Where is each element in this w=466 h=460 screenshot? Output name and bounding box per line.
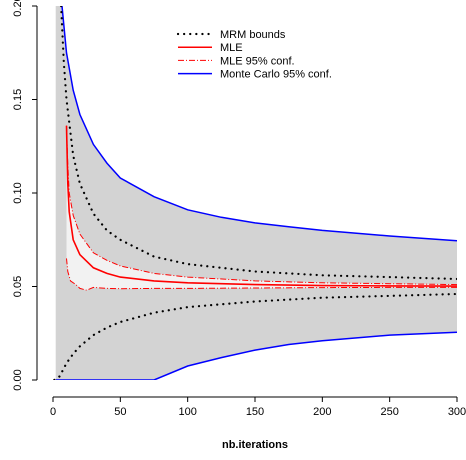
series-line-mc-lower: [55, 331, 457, 380]
x-tick-label: 150: [246, 406, 264, 418]
series-line-mc-upper: [61, 6, 457, 242]
legend-label: MRM bounds: [220, 29, 286, 41]
x-axis-title: nb.iterations: [222, 439, 288, 451]
series-line-mrm-upper: [60, 6, 457, 281]
x-tick-label: 300: [448, 406, 466, 418]
x-tick-label: 250: [380, 406, 398, 418]
x-tick-label: 0: [50, 406, 56, 418]
x-tick-label: 100: [178, 406, 196, 418]
y-tick-label: 0.15: [12, 89, 24, 110]
series-line-mle: [65, 125, 457, 287]
y-tick-label: 0.10: [12, 182, 24, 203]
mle-conf-band: [66, 125, 457, 291]
y-tick-label: 0.20: [12, 0, 24, 17]
y-tick-label: 0.00: [12, 369, 24, 390]
y-tick-label: 0.05: [12, 276, 24, 297]
axes: 0 50 100 150 200 250 300 0.00 0.05 0.10 0.15 0.20: [12, 0, 466, 418]
x-tick-label: 200: [313, 406, 331, 418]
x-tick-label: 50: [114, 406, 126, 418]
series-lines: [53, 6, 457, 380]
series-line-mle-upper: [66, 125, 457, 286]
legend-label: Monte Carlo 95% conf.: [220, 69, 332, 81]
legend-label: MLE 95% conf.: [220, 55, 295, 67]
series-line-mle-lower: [66, 258, 457, 291]
legend-label: MLE: [220, 42, 243, 54]
